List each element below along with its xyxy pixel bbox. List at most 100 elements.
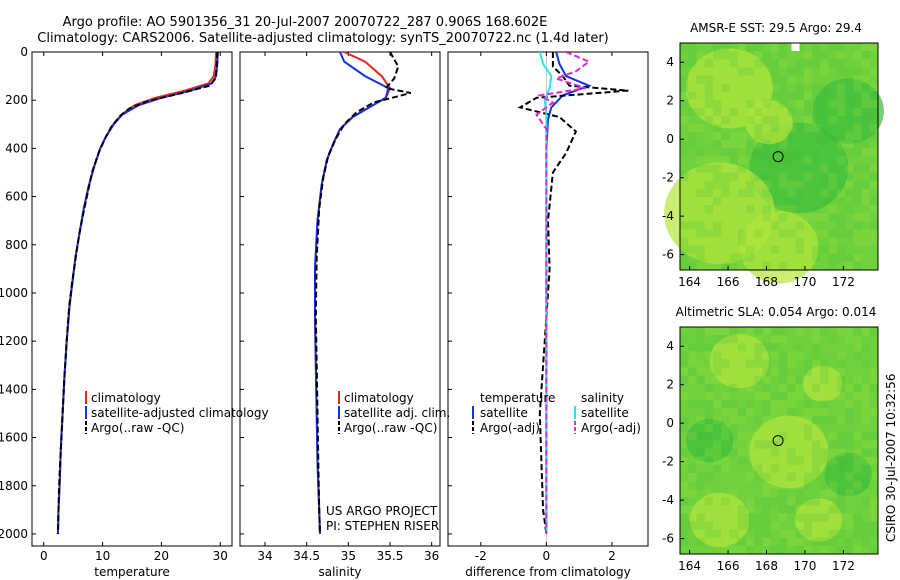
- map-pixel: [762, 213, 771, 222]
- map-pixel: [779, 205, 788, 214]
- map-pixel: [721, 51, 730, 60]
- map-pixel: [696, 75, 705, 84]
- map-pixel: [787, 156, 796, 165]
- map-pixel: [853, 180, 862, 189]
- series-climatology: [314, 52, 392, 535]
- map-pixel: [828, 43, 837, 52]
- map-pixel: [828, 164, 837, 173]
- map-pixel: [869, 148, 879, 157]
- map-pixel: [853, 67, 862, 76]
- map-pixel: [836, 351, 846, 360]
- map-pixel: [779, 529, 788, 538]
- map-pixel: [869, 375, 879, 384]
- map-pixel: [820, 327, 829, 336]
- map-pixel: [836, 188, 846, 197]
- y-tick-label: 1600: [0, 431, 28, 445]
- map-pixel: [787, 205, 796, 214]
- map-pixel: [729, 172, 738, 181]
- map-pixel: [696, 253, 705, 262]
- map-pixel: [696, 327, 705, 336]
- map-pixel: [820, 375, 829, 384]
- map-pixel: [746, 237, 755, 246]
- map-pixel: [869, 107, 879, 116]
- map-pixel: [762, 521, 771, 530]
- map-pixel: [737, 432, 747, 441]
- map-pixel: [787, 383, 796, 392]
- legend-label-climatology: climatology: [344, 391, 414, 405]
- map-pixel: [680, 99, 689, 108]
- map-pixel: [845, 327, 854, 336]
- map-pixel: [812, 521, 821, 530]
- map-pixel: [754, 253, 763, 262]
- map-pixel: [737, 513, 747, 522]
- map-pixel: [696, 400, 705, 409]
- map-pixel: [836, 456, 846, 465]
- map-pixel: [836, 440, 846, 449]
- map-pixel: [845, 335, 854, 344]
- legend-label-argo: Argo(..raw -QC): [91, 421, 184, 435]
- map-pixel: [803, 529, 813, 538]
- salinity-legend: climatology satellite adj. clim. Argo(..…: [326, 391, 450, 533]
- map-pixel: [795, 188, 804, 197]
- map-pixel: [770, 132, 780, 141]
- map-pixel: [812, 213, 821, 222]
- map-pixel: [845, 521, 854, 530]
- y-tick-label: -6: [662, 248, 674, 262]
- map-pixel: [713, 529, 722, 538]
- map-pixel: [696, 481, 705, 490]
- map-pixel: [861, 391, 870, 400]
- map-pixel: [696, 164, 705, 173]
- map-pixel: [737, 245, 747, 254]
- map-pixel: [762, 205, 771, 214]
- y-tick-label: -4: [662, 493, 674, 507]
- map-pixel: [869, 448, 879, 457]
- map-pixel: [721, 43, 730, 52]
- map-pixel: [704, 367, 714, 376]
- map-pixel: [704, 497, 714, 506]
- map-pixel: [795, 99, 804, 108]
- map-pixel: [704, 327, 714, 336]
- map-pixel: [688, 351, 697, 360]
- map-pixel: [721, 75, 730, 84]
- map-pixel: [770, 367, 780, 376]
- map-pixel: [803, 213, 813, 222]
- map-pixel: [803, 91, 813, 100]
- map-pixel: [713, 497, 722, 506]
- map-pixel: [762, 424, 771, 433]
- x-tick-label: 2: [608, 549, 616, 563]
- map-pixel: [845, 172, 854, 181]
- map-pixel: [754, 51, 763, 60]
- map-pixel: [704, 188, 714, 197]
- map-pixel: [680, 481, 689, 490]
- map-pixel: [721, 83, 730, 92]
- map-frame: [679, 42, 879, 271]
- map-pixel: [828, 440, 837, 449]
- map-pixel: [803, 440, 813, 449]
- map-pixel: [696, 205, 705, 214]
- map-pixel: [680, 351, 689, 360]
- y-tick-label: 4: [666, 339, 674, 353]
- map-pixel: [853, 529, 862, 538]
- map-pixel: [779, 124, 788, 133]
- map-pixel: [845, 513, 854, 522]
- map-pixel: [713, 99, 722, 108]
- legend-heading-temperature: temperature: [480, 391, 555, 405]
- map-pixel: [762, 172, 771, 181]
- map-pixel: [754, 335, 763, 344]
- map-pixel: [746, 205, 755, 214]
- x-tick-label: 166: [717, 559, 740, 573]
- map-pixel: [820, 367, 829, 376]
- x-tick-label: 168: [755, 559, 778, 573]
- map-pixel: [770, 464, 780, 473]
- map-pixel: [779, 513, 788, 522]
- y-tick-label: 1400: [0, 382, 28, 396]
- map-pixel: [704, 229, 714, 238]
- map-pixel: [680, 359, 689, 368]
- map-pixel: [795, 91, 804, 100]
- map-pixel: [770, 245, 780, 254]
- map-pixel: [704, 400, 714, 409]
- map-patch: [745, 100, 793, 145]
- map-patch: [812, 78, 884, 144]
- map-pixel: [729, 156, 738, 165]
- map-pixel: [820, 416, 829, 425]
